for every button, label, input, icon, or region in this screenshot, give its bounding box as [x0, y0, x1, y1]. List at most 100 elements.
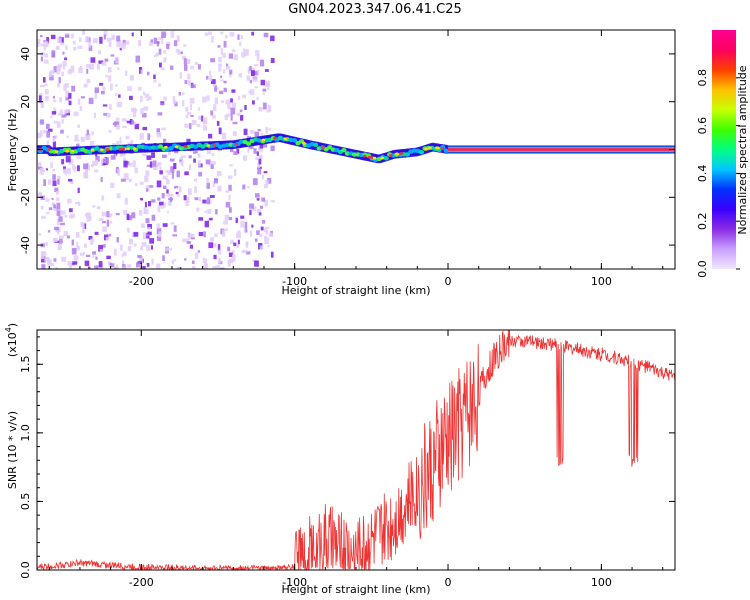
ridge-core: [404, 152, 410, 157]
noise-speck: [149, 185, 154, 188]
noise-speck: [262, 102, 267, 110]
noise-speck: [214, 233, 218, 238]
noise-speck: [198, 171, 203, 177]
noise-speck: [64, 113, 67, 117]
noise-speck: [162, 223, 168, 227]
spectrogram-ticks: -200 -100 0 100 40 20 0 -20 -40: [19, 30, 675, 288]
noise-speck: [108, 75, 112, 82]
noise-speck: [76, 165, 80, 172]
noise-speck: [102, 86, 106, 91]
noise-speck: [53, 120, 58, 124]
noise-speck: [204, 32, 208, 37]
noise-speck: [59, 97, 62, 103]
noise-speck: [233, 54, 239, 61]
noise-speck: [37, 39, 41, 44]
noise-speck: [237, 230, 241, 233]
noise-speck: [233, 151, 238, 155]
noise-speck: [158, 201, 164, 206]
ridge-peak: [428, 146, 432, 150]
noise-speck: [129, 119, 133, 125]
ridge-core: [168, 146, 174, 151]
noise-speck: [183, 195, 187, 201]
noise-speck: [146, 245, 151, 251]
noise-speck: [151, 199, 156, 203]
noise-speck: [90, 57, 96, 63]
y-tick-label: 0.5: [19, 493, 32, 511]
noise-speck: [256, 96, 259, 100]
noise-speck: [54, 135, 58, 139]
noise-speck: [125, 135, 130, 140]
noise-speck: [225, 35, 228, 39]
noise-speck: [254, 131, 259, 138]
noise-speck: [71, 239, 74, 246]
noise-speck: [254, 238, 258, 242]
noise-speck: [240, 215, 245, 219]
noise-speck: [253, 148, 257, 154]
noise-speck: [73, 166, 76, 173]
noise-speck: [69, 68, 72, 71]
noise-speck: [47, 257, 50, 264]
noise-speck: [146, 98, 149, 101]
noise-speck: [225, 99, 230, 105]
noise-speck: [129, 95, 133, 100]
noise-speck: [40, 195, 45, 200]
noise-speck: [157, 205, 161, 213]
noise-speck: [76, 143, 80, 147]
noise-speck: [145, 170, 150, 176]
noise-speck: [45, 212, 50, 215]
noise-speck: [71, 85, 76, 92]
noise-speck: [73, 111, 79, 117]
noise-speck: [56, 218, 60, 226]
noise-speck: [113, 151, 118, 156]
noise-speck: [67, 168, 71, 175]
noise-speck: [56, 197, 60, 201]
noise-speck: [189, 123, 192, 129]
noise-speck: [46, 130, 50, 138]
noise-speck: [140, 69, 143, 74]
noise-speck: [44, 257, 49, 262]
noise-speck: [92, 160, 97, 166]
noise-speck: [59, 109, 63, 115]
noise-speck: [102, 226, 107, 232]
noise-speck: [42, 251, 47, 256]
noise-speck: [190, 84, 196, 89]
noise-speck: [245, 228, 248, 233]
noise-speck: [229, 164, 233, 167]
noise-speck: [131, 212, 136, 219]
noise-speck: [98, 261, 103, 268]
noise-speck: [56, 202, 61, 210]
noise-speck: [156, 228, 162, 235]
noise-speck: [107, 37, 112, 42]
noise-speck: [132, 160, 136, 168]
noise-speck: [73, 255, 79, 261]
noise-speck: [80, 222, 83, 227]
noise-speck: [160, 205, 165, 209]
noise-speck: [103, 112, 107, 116]
noise-speck: [53, 206, 58, 212]
noise-speck: [45, 96, 49, 101]
noise-speck: [252, 100, 255, 105]
noise-speck: [103, 159, 108, 163]
noise-speck: [207, 209, 212, 214]
noise-speck: [66, 235, 71, 239]
noise-speck: [184, 123, 189, 128]
noise-speck: [38, 162, 42, 169]
noise-speck: [138, 40, 142, 47]
noise-speck: [106, 255, 111, 260]
noise-speck: [212, 115, 216, 119]
ridge-peak: [362, 154, 367, 158]
noise-speck: [258, 154, 263, 159]
noise-speck: [161, 127, 166, 131]
ridge-peak: [321, 146, 326, 149]
ridge-peak: [206, 144, 211, 148]
noise-speck: [224, 114, 228, 120]
noise-speck: [102, 221, 106, 224]
noise-speck: [268, 128, 271, 131]
noise-speck: [115, 213, 120, 216]
noise-speck: [69, 208, 73, 213]
noise-speck: [40, 101, 45, 109]
noise-speck: [244, 49, 247, 57]
snr-scale-exp: 4: [4, 327, 13, 332]
noise-speck: [224, 214, 230, 221]
noise-speck: [156, 162, 160, 167]
